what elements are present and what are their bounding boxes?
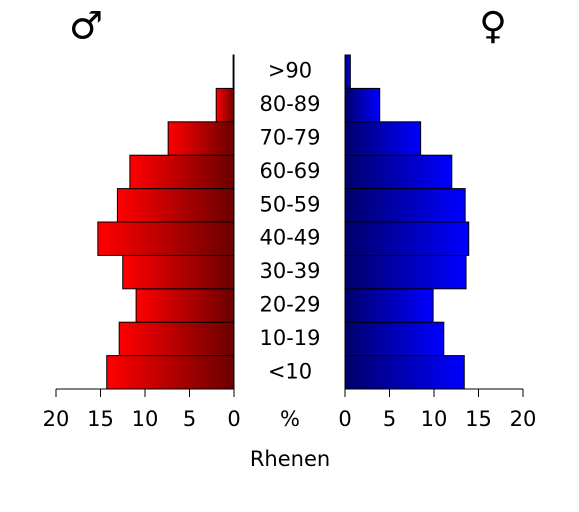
category-label: 80-89 (259, 92, 320, 116)
category-label: 30-39 (259, 259, 320, 283)
bar (344, 54, 351, 89)
bar (344, 288, 434, 323)
category-label: 50-59 (259, 192, 320, 216)
legend-female: ♀ (479, 4, 507, 48)
chart-title: Rhenen (250, 447, 330, 471)
bar (97, 221, 235, 256)
category-label: 10-19 (259, 326, 320, 350)
x-tick-label: 10 (132, 407, 159, 431)
bar (106, 355, 235, 390)
legend-male: ♂ (69, 4, 103, 48)
bar (344, 254, 467, 290)
x-tick-label: 20 (510, 407, 537, 431)
category-label: 60-69 (259, 159, 320, 183)
bar (215, 87, 235, 123)
bar (167, 121, 235, 156)
bar (344, 87, 381, 123)
bar (344, 121, 422, 156)
bar (344, 154, 453, 190)
x-tick-label: 5 (383, 407, 396, 431)
x-tick-label: 5 (183, 407, 196, 431)
x-tick-label: 0 (227, 407, 240, 431)
bar (129, 154, 235, 190)
bar (118, 321, 235, 357)
bar (344, 188, 466, 223)
bar (116, 188, 235, 223)
bar (135, 288, 235, 323)
x-tick-label: 20 (43, 407, 70, 431)
category-label: 40-49 (259, 226, 320, 250)
bar (344, 321, 445, 357)
bar (232, 54, 235, 89)
x-tick-label: 0 (338, 407, 351, 431)
category-label: >90 (268, 59, 312, 83)
x-axis-label: % (280, 407, 300, 431)
x-tick-label: 15 (465, 407, 492, 431)
category-label: <10 (268, 359, 312, 383)
x-tick-label: 10 (421, 407, 448, 431)
category-label: 70-79 (259, 126, 320, 150)
bar (344, 221, 470, 256)
bar (344, 355, 465, 390)
x-tick-label: 15 (87, 407, 114, 431)
category-label: 20-29 (259, 293, 320, 317)
bar (122, 254, 235, 290)
